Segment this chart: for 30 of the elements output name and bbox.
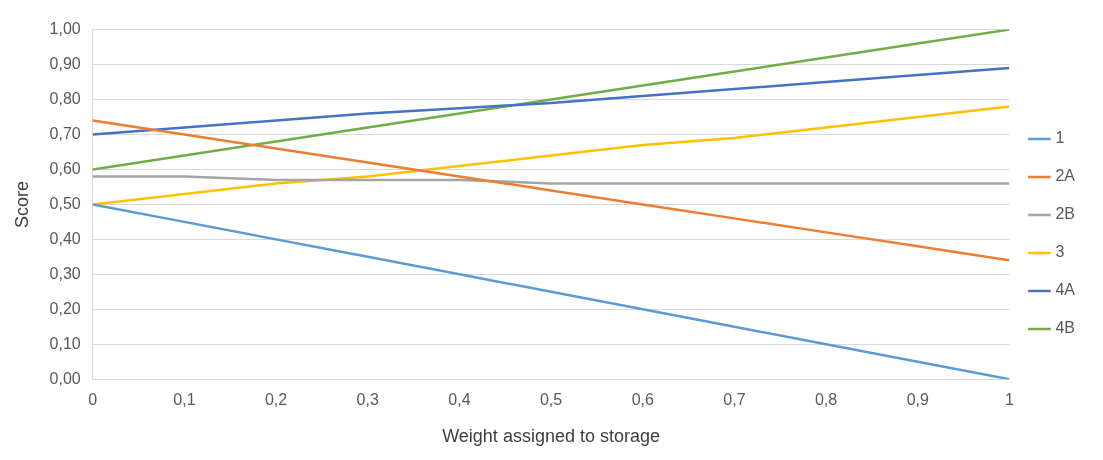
y-tick-label: 0,50 (49, 194, 81, 212)
x-axis-title: Weight assigned to storage (442, 426, 660, 447)
legend-label: 4A (1055, 281, 1076, 299)
x-tick-label: 0,6 (631, 391, 654, 409)
legend-label: 4B (1055, 319, 1076, 337)
legend-label: 3 (1055, 243, 1065, 261)
x-tick-label: 0,8 (814, 391, 838, 409)
y-tick-label: 0,70 (49, 124, 81, 142)
y-tick-label: 0,20 (49, 299, 81, 317)
y-axis-title: Score (11, 180, 32, 228)
x-tick-label: 0,7 (723, 391, 746, 409)
legend-label: 2B (1055, 205, 1076, 223)
x-tick-label: 0 (88, 391, 98, 409)
x-tick-label: 0,2 (264, 391, 288, 409)
x-tick-label: 0,3 (356, 391, 379, 409)
y-tick-label: 0,30 (49, 264, 81, 282)
x-tick-label: 1 (1004, 391, 1014, 409)
y-tick-label: 0,60 (49, 159, 81, 177)
x-tick-label: 0,4 (448, 391, 471, 409)
legend-label: 1 (1055, 129, 1065, 147)
x-tick-label: 0,9 (906, 391, 929, 409)
y-tick-label: 0,80 (49, 89, 81, 107)
x-tick-label: 0,5 (539, 391, 563, 409)
y-tick-label: 0,40 (49, 229, 81, 247)
x-tick-label: 0,1 (173, 391, 196, 409)
y-tick-label: 0,00 (49, 369, 81, 387)
y-tick-label: 0,90 (49, 54, 81, 72)
legend-label: 2A (1055, 167, 1076, 185)
y-tick-label: 1,00 (49, 20, 81, 38)
y-tick-label: 0,10 (49, 334, 81, 352)
